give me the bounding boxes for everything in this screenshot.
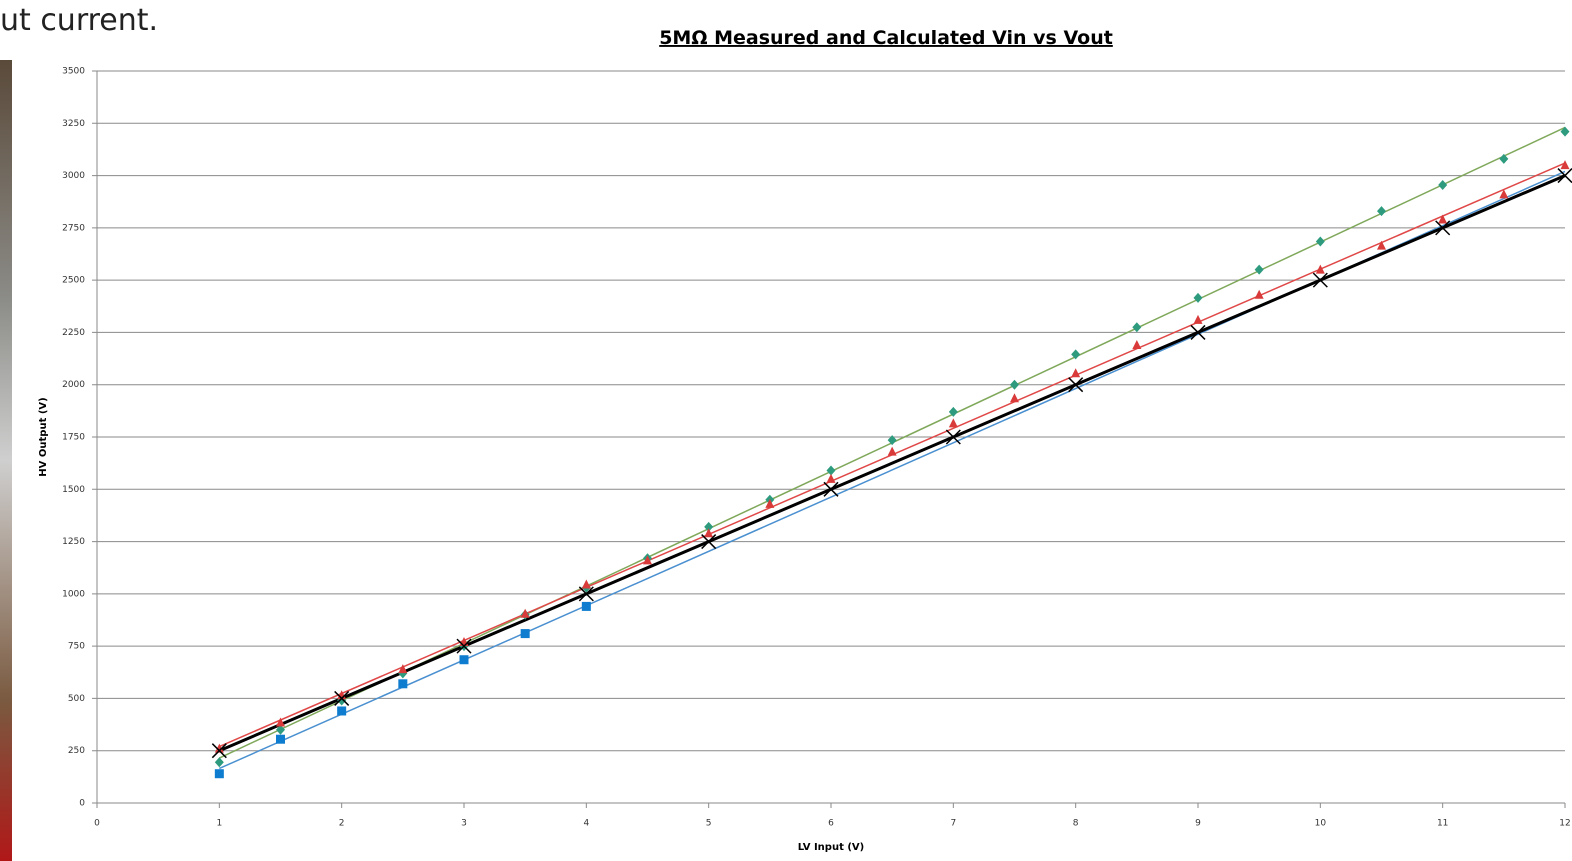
marker: [276, 717, 285, 727]
y-axis-title: HV Output (V): [38, 397, 49, 476]
marker: [1193, 314, 1203, 324]
marker: [578, 586, 594, 602]
x-tick-label: 6: [828, 819, 834, 829]
y-tick-label: 1250: [62, 537, 85, 547]
marker: [276, 734, 285, 744]
y-tick-label: 2500: [62, 276, 85, 286]
marker: [1438, 214, 1448, 224]
slide-text: ut current.: [0, 3, 158, 38]
y-tick-label: 500: [68, 694, 85, 704]
marker: [704, 521, 714, 532]
x-tick-label: 4: [583, 819, 589, 829]
marker: [1010, 379, 1019, 390]
marker: [211, 743, 227, 759]
marker: [398, 679, 408, 689]
y-tick-label: 3250: [62, 119, 85, 129]
marker: [1560, 160, 1570, 170]
x-tick-label: 7: [950, 819, 956, 829]
marker: [887, 435, 897, 446]
x-tick-label: 5: [706, 819, 712, 829]
marker: [581, 579, 591, 589]
marker: [214, 757, 224, 768]
marker: [701, 534, 717, 550]
y-tick-label: 0: [79, 799, 85, 809]
marker: [1499, 153, 1509, 164]
y-tick-label: 2000: [62, 380, 85, 390]
x-tick-label: 10: [1315, 819, 1327, 829]
marker: [826, 473, 836, 483]
x-tick-label: 1: [216, 819, 222, 829]
marker: [337, 706, 347, 716]
y-tick-label: 3000: [62, 171, 85, 181]
y-tick-label: 750: [68, 642, 85, 652]
marker: [1254, 264, 1264, 275]
marker: [398, 664, 408, 674]
marker: [704, 528, 714, 538]
marker: [1193, 292, 1203, 303]
marker: [1071, 368, 1081, 378]
marker: [1068, 377, 1084, 393]
marker: [1132, 339, 1142, 349]
marker: [214, 769, 224, 779]
x-tick-label: 8: [1073, 819, 1079, 829]
marker: [1312, 272, 1328, 288]
marker: [945, 429, 961, 445]
marker: [1377, 240, 1386, 250]
marker: [948, 406, 958, 417]
x-tick-label: 11: [1437, 819, 1448, 829]
marker: [1254, 289, 1264, 299]
marker: [1071, 349, 1081, 360]
y-tick-label: 2250: [62, 328, 85, 338]
photo-strip: [0, 60, 12, 861]
marker: [1557, 168, 1572, 184]
marker: [1190, 324, 1206, 340]
chart-title: 5MΩ Measured and Calculated Vin vs Vout: [659, 27, 1113, 49]
marker: [1435, 220, 1451, 236]
marker: [276, 724, 285, 735]
marker: [1315, 264, 1325, 274]
marker: [1010, 393, 1019, 403]
marker: [1499, 189, 1509, 199]
marker: [520, 608, 530, 618]
marker: [520, 629, 530, 639]
marker: [581, 601, 591, 611]
x-tick-label: 12: [1559, 819, 1570, 829]
marker: [765, 498, 775, 508]
marker: [643, 555, 652, 565]
marker: [1132, 322, 1142, 333]
y-tick-label: 3500: [62, 67, 85, 77]
y-tick-label: 2750: [62, 223, 85, 233]
y-tick-label: 1000: [62, 589, 85, 599]
marker: [1438, 179, 1448, 190]
marker: [214, 743, 224, 753]
marker: [826, 465, 836, 476]
marker: [1560, 126, 1570, 137]
marker: [823, 481, 839, 497]
x-axis-title: LV Input (V): [798, 842, 864, 853]
y-tick-label: 1500: [62, 485, 85, 495]
x-tick-label: 0: [94, 819, 100, 829]
marker: [1377, 206, 1386, 217]
x-tick-label: 3: [461, 819, 467, 829]
x-tick-label: 9: [1195, 819, 1201, 829]
marker: [887, 446, 897, 456]
series-line: [218, 174, 1566, 753]
y-tick-label: 250: [68, 746, 85, 756]
y-tick-label: 1750: [62, 433, 85, 443]
marker: [948, 418, 958, 428]
marker: [1315, 236, 1325, 247]
marker: [459, 655, 469, 665]
marker: [456, 638, 472, 654]
marker: [334, 690, 350, 706]
x-tick-label: 2: [339, 819, 345, 829]
